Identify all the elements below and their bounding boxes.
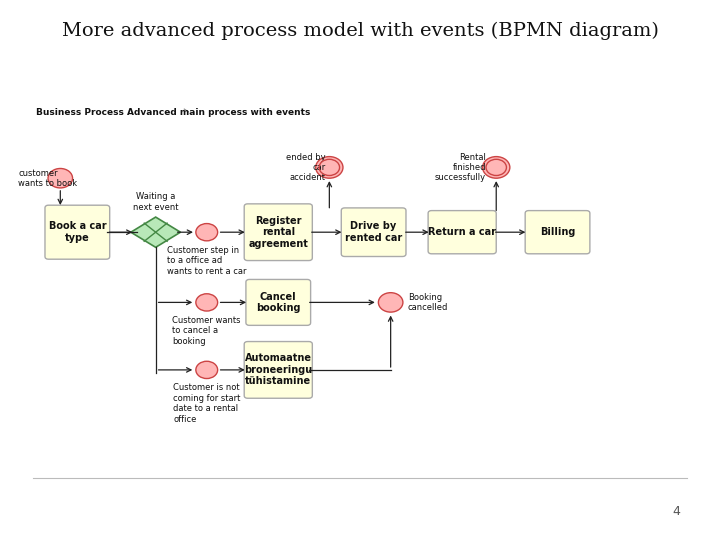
Text: Rental
finished
successfully: Rental finished successfully (435, 152, 486, 183)
Text: Book a car
type: Book a car type (48, 221, 106, 243)
Text: Register
rental
agreement: Register rental agreement (248, 215, 308, 249)
Text: Drive by
rented car: Drive by rented car (345, 221, 402, 243)
FancyBboxPatch shape (45, 205, 109, 259)
Circle shape (196, 294, 217, 311)
Text: Customer step in
to a office ad
wants to rent a car: Customer step in to a office ad wants to… (167, 246, 246, 275)
Text: Customer wants
to cancel a
booking: Customer wants to cancel a booking (173, 316, 241, 346)
Circle shape (482, 157, 510, 178)
FancyBboxPatch shape (525, 211, 590, 254)
Text: Customer is not
coming for start
date to a rental
office: Customer is not coming for start date to… (173, 383, 240, 423)
Text: Return a car: Return a car (428, 227, 496, 237)
Text: More advanced process model with events (BPMN diagram): More advanced process model with events … (62, 22, 658, 40)
Text: ended by
car
accident: ended by car accident (287, 152, 326, 183)
Text: 4: 4 (672, 505, 680, 518)
FancyBboxPatch shape (244, 342, 312, 399)
FancyBboxPatch shape (246, 280, 310, 325)
Text: Business Process Advanced main process with events: Business Process Advanced main process w… (37, 108, 311, 117)
Circle shape (316, 157, 343, 178)
Circle shape (196, 361, 217, 379)
Circle shape (48, 168, 73, 188)
Text: Automaatne
broneeringu
tühistamine: Automaatne broneeringu tühistamine (244, 353, 312, 387)
FancyBboxPatch shape (341, 208, 406, 256)
Text: customer
wants to book: customer wants to book (18, 168, 77, 188)
FancyBboxPatch shape (428, 211, 496, 254)
Text: Billing: Billing (540, 227, 575, 237)
Circle shape (196, 224, 217, 241)
Text: Cancel
booking: Cancel booking (256, 292, 300, 313)
Text: Waiting a
next event: Waiting a next event (133, 192, 179, 212)
Text: Booking
cancelled: Booking cancelled (408, 293, 448, 312)
Polygon shape (131, 217, 181, 247)
Circle shape (379, 293, 403, 312)
FancyBboxPatch shape (244, 204, 312, 261)
